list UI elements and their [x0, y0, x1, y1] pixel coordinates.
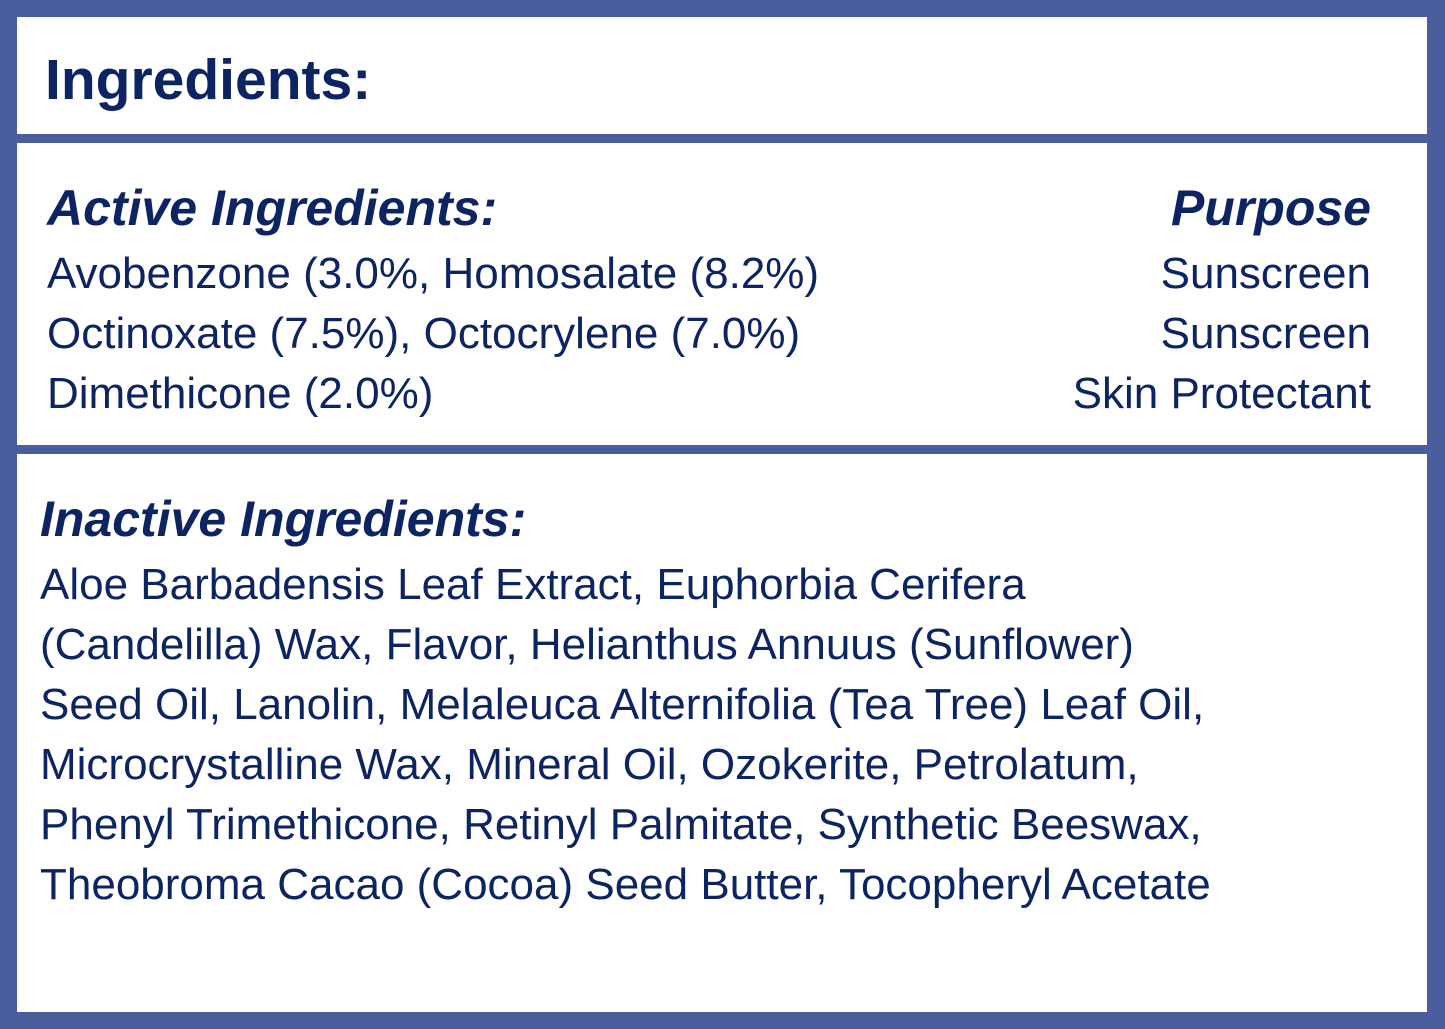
- title-section: Ingredients:: [17, 17, 1427, 134]
- active-ingredients-section: Active Ingredients: Purpose Avobenzone (…: [17, 143, 1427, 445]
- active-row-purpose: Sunscreen: [1160, 309, 1371, 358]
- active-row-purpose: Sunscreen: [1160, 249, 1371, 298]
- active-row-ingredients: Octinoxate (7.5%), Octocrylene (7.0%): [47, 309, 801, 358]
- active-row-purpose: Skin Protectant: [1072, 369, 1371, 418]
- inactive-line: Phenyl Trimethicone, Retinyl Palmitate, …: [40, 800, 1202, 849]
- inactive-ingredients-section: Inactive Ingredients: Aloe Barbadensis L…: [17, 454, 1427, 1012]
- inactive-heading: Inactive Ingredients:: [40, 491, 527, 547]
- active-row-ingredients: Dimethicone (2.0%): [47, 369, 434, 418]
- inactive-line: Aloe Barbadensis Leaf Extract, Euphorbia…: [40, 560, 1026, 609]
- active-heading: Active Ingredients:: [47, 180, 498, 236]
- inactive-line: Seed Oil, Lanolin, Melaleuca Alternifoli…: [40, 680, 1205, 729]
- inactive-line: (Candelilla) Wax, Flavor, Helianthus Ann…: [40, 620, 1134, 669]
- purpose-heading: Purpose: [1170, 180, 1371, 236]
- active-row-ingredients: Avobenzone (3.0%, Homosalate (8.2%): [47, 249, 820, 298]
- inactive-line: Theobroma Cacao (Cocoa) Seed Butter, Toc…: [40, 860, 1211, 909]
- inactive-line: Microcrystalline Wax, Mineral Oil, Ozoke…: [40, 740, 1139, 789]
- page-title: Ingredients:: [45, 48, 372, 112]
